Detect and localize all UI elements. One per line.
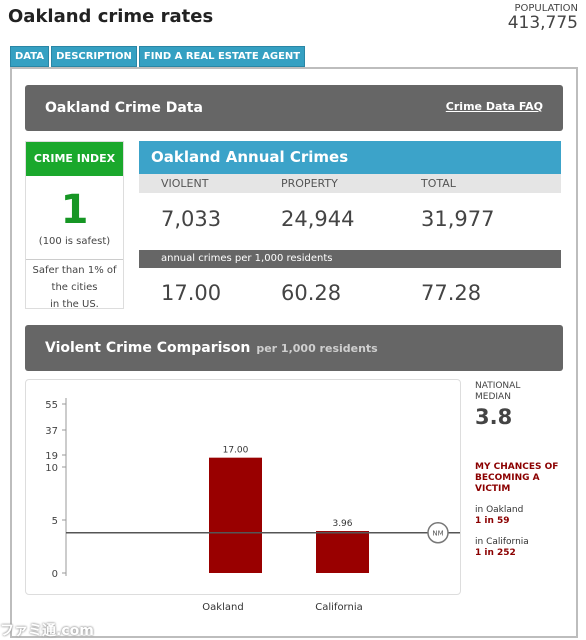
- violent-comparison-title-wrap: Violent Crime Comparison per 1,000 reside…: [45, 340, 378, 356]
- population-value: 413,775: [507, 13, 578, 33]
- annual-crimes-title: Oakland Annual Crimes: [151, 148, 349, 166]
- bar-oakland: [209, 457, 262, 573]
- tab-data[interactable]: DATA: [10, 46, 50, 67]
- national-median-label-line-2: MEDIAN: [475, 392, 511, 402]
- in-oakland-label: in Oakland: [475, 505, 524, 515]
- chances-label-line-2: BECOMING A: [475, 473, 540, 483]
- violent-per-1000: 17.00: [161, 281, 222, 305]
- annual-crimes-box: Oakland Annual Crimes VIOLENT PROPERTY T…: [139, 141, 561, 309]
- annual-crimes-title-bar: Oakland Annual Crimes: [139, 141, 561, 174]
- nm-marker-circle: [427, 521, 449, 544]
- all-total: 31,977: [421, 207, 495, 231]
- crime-data-header: Oakland Crime Data Crime Data FAQ: [25, 85, 563, 131]
- column-violent: VIOLENT: [161, 177, 209, 190]
- in-california-label: in California: [475, 537, 529, 547]
- bar-data-label: 3.96: [332, 519, 352, 529]
- tab-find-agent[interactable]: FIND A REAL ESTATE AGENT: [138, 46, 306, 67]
- safer-line-2: the cities: [51, 282, 98, 293]
- crime-data-title: Oakland Crime Data: [45, 100, 203, 116]
- crime-index-box: CRIME INDEX 1 (100 is safest) Safer than…: [25, 141, 124, 310]
- crime-index-safer-text: Safer than 1% of the cities in the US.: [26, 260, 123, 313]
- national-median-label-line-1: NATIONAL: [475, 381, 521, 391]
- crime-index-divider: [26, 259, 123, 260]
- in-california-value: 1 in 252: [475, 548, 516, 558]
- nm-marker-label: NM: [432, 530, 443, 538]
- crime-data-faq-link[interactable]: Crime Data FAQ: [445, 100, 543, 113]
- watermark-logo: ファミ通.com: [0, 623, 94, 639]
- safer-line-1: Safer than 1% of: [32, 265, 117, 276]
- tab-description[interactable]: DESCRIPTION: [51, 46, 137, 67]
- y-tick-label: 19: [45, 451, 58, 462]
- bar-data-label: 17.00: [223, 446, 249, 456]
- violent-total: 7,033: [161, 207, 222, 231]
- chances-label-line-3: VICTIM: [475, 484, 511, 494]
- violent-comparison-subtitle: per 1,000 residents: [256, 342, 378, 355]
- crime-index-label: CRIME INDEX: [26, 142, 123, 176]
- column-property: PROPERTY: [281, 177, 338, 190]
- page-title: Oakland crime rates: [8, 6, 214, 27]
- y-tick-label: 55: [45, 400, 58, 411]
- bar-california: [316, 531, 369, 573]
- column-total: TOTAL: [421, 177, 456, 190]
- chances-label-line-1: MY CHANCES OF: [475, 462, 559, 472]
- tab-bar: DATA DESCRIPTION FIND A REAL ESTATE AGEN…: [10, 46, 306, 67]
- y-tick-label: 0: [52, 569, 58, 580]
- violent-comparison-title: Violent Crime Comparison: [45, 340, 251, 356]
- national-median-value: 3.8: [475, 405, 513, 429]
- violent-comparison-header: Violent Crime Comparison per 1,000 reside…: [25, 325, 563, 371]
- property-per-1000: 60.28: [281, 281, 342, 305]
- safer-line-3: in the US.: [50, 299, 99, 310]
- annual-crimes-columns: VIOLENT PROPERTY TOTAL: [139, 174, 561, 193]
- y-tick-label: 5: [52, 516, 58, 527]
- y-tick-label: 37: [45, 426, 58, 437]
- property-total: 24,944: [281, 207, 355, 231]
- chances-label: MY CHANCES OF BECOMING A VICTIM: [475, 462, 565, 495]
- per-capita-label: annual crimes per 1,000 residents: [161, 253, 333, 264]
- category-label-oakland: Oakland: [202, 602, 244, 613]
- crime-index-value: 1: [60, 187, 89, 233]
- violent-crime-chart: 0 5 10 19 37 55 17.00 3.96 NM: [25, 379, 461, 595]
- national-median-label: NATIONAL MEDIAN: [475, 381, 520, 403]
- total-per-1000: 77.28: [421, 281, 482, 305]
- y-tick-label: 10: [45, 463, 58, 474]
- in-oakland-value: 1 in 59: [475, 516, 510, 526]
- data-panel: Oakland Crime Data Crime Data FAQ CRIME …: [10, 67, 578, 638]
- crime-index-note: (100 is safest): [38, 236, 111, 247]
- per-capita-bar: annual crimes per 1,000 residents: [139, 250, 561, 268]
- category-label-california: California: [315, 602, 363, 613]
- population-label: POPULATION: [514, 3, 578, 14]
